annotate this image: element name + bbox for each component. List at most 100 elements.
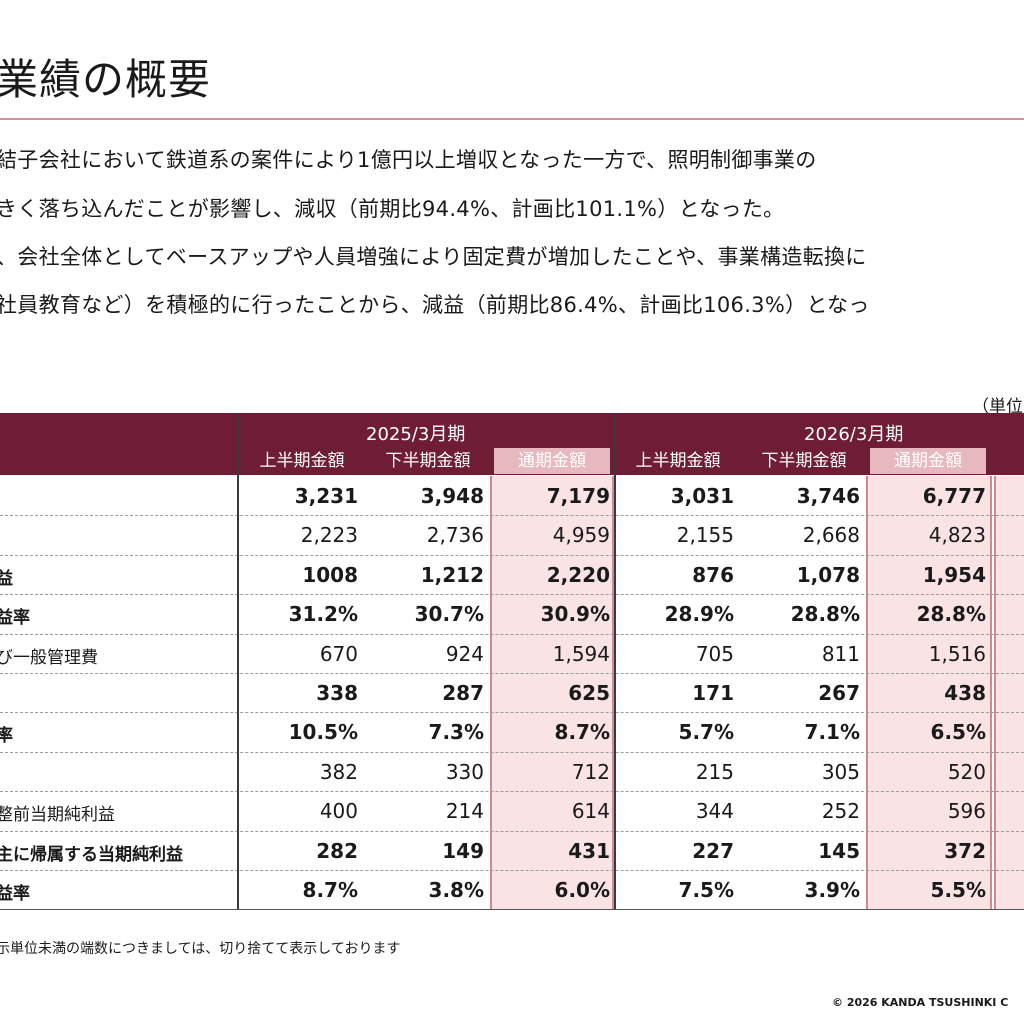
col-header-full-2026: 通期金額 [870,448,986,474]
table-cell: 2,220 [546,562,610,587]
row-label: 益率 [0,884,30,904]
title-divider [0,118,1024,120]
table-cell: 6,777 [922,484,986,508]
table-cell: 344 [695,799,734,824]
table-cell: 2,736 [426,523,484,548]
table-cell: 149 [442,838,484,863]
table-header-label-column [0,413,237,475]
table-cell: 267 [818,681,860,705]
table-cell: 372 [944,838,986,863]
table-cell: 8.7% [554,720,610,745]
table-cell: 6.5% [930,720,986,745]
table-cell: 625 [568,681,610,705]
table-cell: 1,516 [928,641,986,666]
table-cell: 30.9% [540,602,610,627]
row-divider [0,870,1024,871]
table-cell: 282 [316,838,358,863]
row-label: 整前当期純利益 [0,805,115,826]
col-header-h1-2025: 上半期金額 [259,451,345,471]
table-cell: 214 [445,799,484,824]
table-cell: 2,223 [300,523,358,548]
table-cell: 1,594 [552,641,610,666]
period-2026: 2026/3月期 [804,424,904,445]
summary-line-4: 社員教育など）を積極的に行ったことから、減益（前期比86.4%、計画比106.3… [0,293,870,317]
table-cell: 7.1% [804,720,860,745]
table-cell: 614 [571,799,610,824]
row-divider [0,712,1024,713]
summary-line-2: きく落ち込んだことが影響し、減収（前期比94.4%、計画比101.1%）となった… [0,197,785,221]
copyright: © 2026 KANDA TSUSHINKI C [832,996,1009,1009]
table-cell: 8.7% [302,878,358,902]
partial-next-column [994,476,1024,910]
table-cell: 4,823 [928,523,986,548]
row-divider [0,634,1024,635]
table-cell: 7,179 [546,484,610,508]
table-cell: 28.8% [916,602,986,627]
table-cell: 287 [442,681,484,705]
full-year-column-2025 [490,476,614,910]
table-cell: 382 [319,759,358,784]
table-cell: 705 [695,641,734,666]
row-label: 益率 [0,608,30,629]
table-cell: 3,031 [670,484,734,508]
row-divider [0,791,1024,792]
table-cell: 438 [944,681,986,705]
table-cell: 712 [571,759,610,784]
table-cell: 1,078 [796,562,860,587]
row-label: 主に帰属する当期純利益 [0,844,183,865]
period-2025: 2025/3月期 [366,424,466,445]
table-cell: 215 [695,759,734,784]
col-header-full-2025: 通期金額 [494,448,610,474]
row-divider [0,555,1024,556]
summary-line-1: 結子会社において鉄道系の案件により1億円以上増収となった一方で、照明制御事業の [0,148,817,172]
table-cell: 3.9% [804,878,860,902]
row-divider [0,752,1024,753]
row-divider [0,594,1024,595]
column-divider [614,413,616,910]
summary-line-3: 、会社全体としてベースアップや人員増強により固定費が増加したことや、事業構造転換… [0,245,867,269]
table-cell: 3,948 [420,484,484,508]
table-cell: 5.7% [678,720,734,745]
row-label: 率 [0,726,13,747]
table-cell: 2,155 [676,523,734,548]
table-cell: 1008 [302,562,358,587]
table-cell: 400 [319,799,358,824]
table-cell: 145 [818,838,860,863]
table-cell: 28.9% [664,602,734,627]
table-cell: 330 [445,759,484,784]
table-cell: 520 [947,759,986,784]
table-cell: 3.8% [428,878,484,902]
table-cell: 305 [821,759,860,784]
table-cell: 7.5% [678,878,734,902]
col-header-h2-2025: 下半期金額 [385,451,471,471]
table-cell: 6.0% [554,878,610,902]
table-cell: 670 [319,641,358,666]
table-cell: 1,954 [922,562,986,587]
unit-note: （単位 [972,397,1023,417]
table-cell: 30.7% [414,602,484,627]
row-label: び一般管理費 [0,647,98,668]
table-cell: 596 [947,799,986,824]
table-cell: 338 [316,681,358,705]
table-bottom-border [0,909,1024,910]
table-cell: 2,668 [802,523,860,548]
full-year-column-2026 [866,476,992,910]
table-cell: 10.5% [288,720,358,745]
page-title: 業績の概要 [0,55,212,104]
table-cell: 4,959 [552,523,610,548]
row-divider [0,673,1024,674]
table-cell: 876 [692,562,734,587]
row-divider [0,831,1024,832]
row-label: 益 [0,568,13,589]
table-cell: 811 [821,641,860,666]
col-header-h1-2026: 上半期金額 [635,451,721,471]
table-cell: 28.8% [790,602,860,627]
table-cell: 171 [692,681,734,705]
table-cell: 7.3% [428,720,484,745]
table-cell: 3,231 [294,484,358,508]
table-cell: 227 [692,838,734,863]
footnote: 示単位未満の端数につきましては、切り捨てて表示しております [0,941,401,957]
table-cell: 924 [445,641,484,666]
table-cell: 3,746 [796,484,860,508]
row-divider [0,515,1024,516]
